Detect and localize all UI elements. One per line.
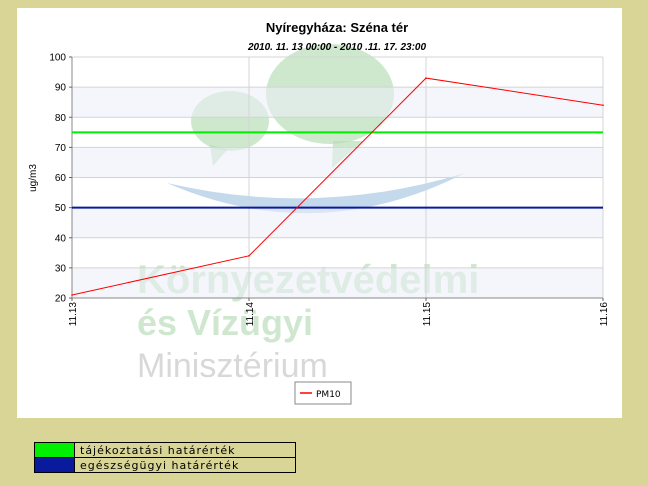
chart-subtitle: 2010. 11. 13 00:00 - 2010 .11. 17. 23:00 — [247, 42, 427, 53]
threshold-legend-row: egészségügyi határérték — [34, 457, 296, 473]
x-tick-label: 11.16 — [599, 302, 610, 327]
grid-band — [72, 87, 603, 118]
y-tick-label: 100 — [49, 53, 66, 64]
grid-band — [72, 207, 603, 238]
threshold-label-health: egészségügyi határérték — [74, 457, 296, 473]
y-axis-label: ug/m3 — [28, 164, 39, 192]
threshold-swatch-info — [34, 442, 75, 458]
legend-label-pm10: PM10 — [316, 390, 341, 400]
data-point — [602, 104, 604, 106]
y-tick-label: 50 — [55, 203, 67, 214]
y-tick-label: 40 — [55, 233, 67, 244]
chart: Környezetvédelmi és Vízügyi Minisztérium… — [28, 20, 610, 405]
y-tick-label: 90 — [55, 83, 67, 94]
watermark-line3: Minisztérium — [137, 347, 328, 385]
threshold-label-info: tájékoztatási határérték — [74, 442, 296, 458]
grid-band — [72, 267, 603, 298]
threshold-lines — [72, 131, 603, 209]
data-point — [425, 77, 427, 79]
x-tick-labels: 11.13 11.14 11.15 11.16 — [68, 298, 610, 326]
y-tick-label: 80 — [55, 113, 67, 124]
x-tick-label: 11.14 — [245, 302, 256, 327]
y-tick-label: 70 — [55, 143, 67, 154]
threshold-legend-row: tájékoztatási határérték — [34, 442, 296, 458]
series-lines — [71, 77, 604, 296]
chart-panel: Környezetvédelmi és Vízügyi Minisztérium… — [17, 8, 622, 418]
x-tick-label: 11.15 — [422, 302, 433, 327]
y-tick-label: 60 — [55, 173, 67, 184]
watermark-line2: és Vízügyi — [137, 302, 313, 343]
threshold-swatch-health — [34, 457, 75, 473]
y-tick-label: 30 — [55, 263, 67, 274]
grid-band — [72, 147, 603, 178]
x-tick-label: 11.13 — [68, 302, 79, 327]
y-tick-label: 20 — [55, 294, 67, 305]
chart-grid — [71, 56, 604, 299]
y-tick-labels: 20 30 40 50 60 70 80 90 100 — [49, 53, 72, 305]
chart-legend: PM10 — [294, 381, 352, 405]
threshold-legend-table: tájékoztatási határérték egészségügyi ha… — [34, 442, 296, 473]
chart-title: Nyíregyháza: Széna tér — [266, 20, 408, 35]
data-point — [248, 255, 250, 257]
data-point — [71, 294, 73, 296]
series-line-pm10 — [71, 77, 604, 296]
